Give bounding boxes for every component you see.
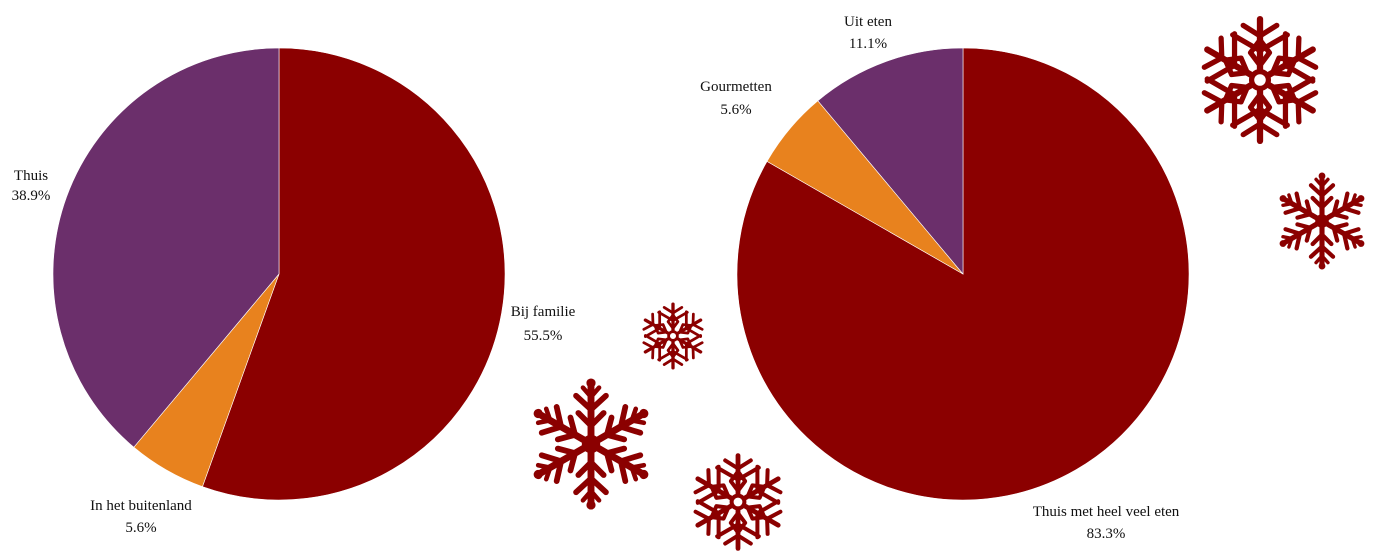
snowflake-icon — [638, 304, 708, 368]
pie-chart-right: Thuis met heel veel eten 83.3% Gourmetten 5… — [700, 14, 1190, 542]
pie-slice — [202, 47, 506, 501]
pie-slice — [817, 47, 964, 275]
snowflake-icon — [687, 456, 788, 549]
slice-percent-label: 38.9% — [12, 188, 51, 204]
slice-percent-label: 55.5% — [524, 328, 563, 344]
slice-label: Bij familie — [511, 304, 576, 320]
slice-label: In het buitenland — [90, 498, 192, 514]
snowflake-icon — [1194, 19, 1327, 141]
slice-percent-label: 5.6% — [720, 102, 751, 118]
slice-label: Uit eten — [844, 14, 892, 30]
snowflake-icon — [527, 378, 655, 509]
slice-label: Thuis met heel veel eten — [1033, 504, 1180, 520]
slice-percent-label: 5.6% — [125, 520, 156, 536]
slice-percent-label: 11.1% — [849, 36, 887, 52]
snowflake-icon — [1275, 173, 1370, 270]
slice-label: Gourmetten — [700, 79, 772, 95]
slice-percent-label: 83.3% — [1087, 526, 1126, 542]
pie-chart-left: Bij familie 55.5% In het buitenland 5.6% Thu… — [12, 47, 576, 536]
pie-slice — [52, 47, 280, 448]
slice-label: Thuis — [14, 168, 48, 184]
